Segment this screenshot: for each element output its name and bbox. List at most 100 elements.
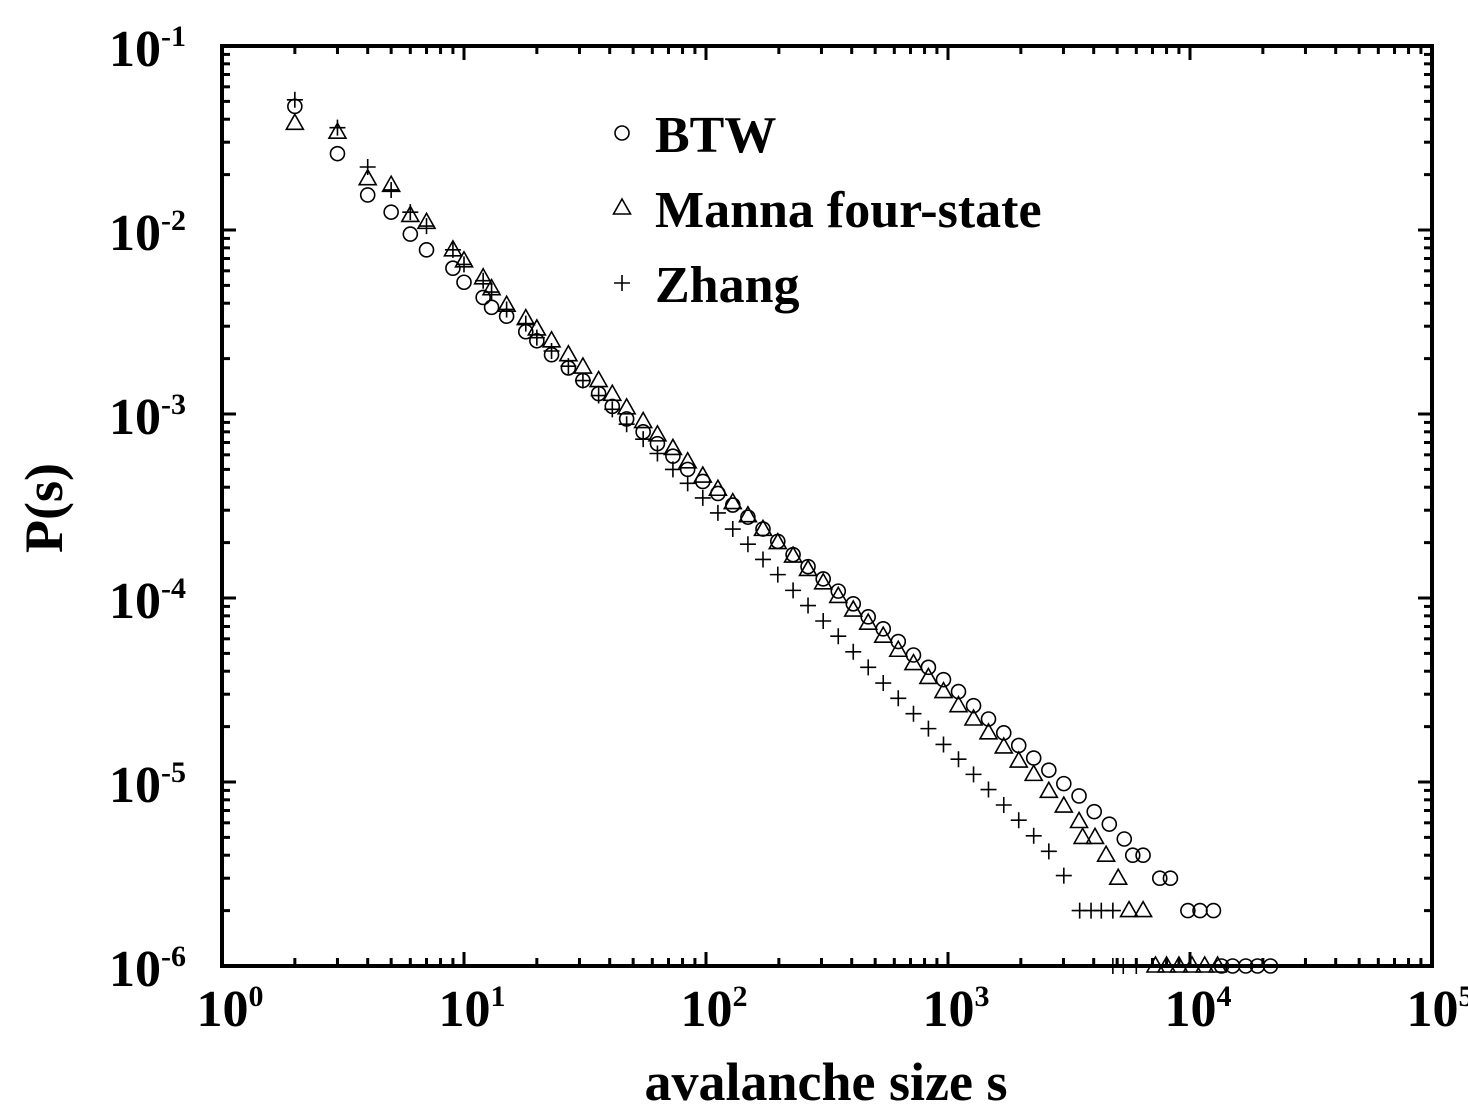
data-point-plus <box>498 301 515 318</box>
data-point-circle <box>980 711 997 727</box>
data-point-circle <box>950 683 967 700</box>
data-point-triangle <box>722 491 743 510</box>
legend-marker <box>614 275 630 291</box>
data-point-plus <box>456 256 472 273</box>
data-point-plus <box>754 551 771 568</box>
data-point-plus <box>875 675 892 692</box>
data-point-circle <box>1124 847 1141 864</box>
data-point-triangle <box>1119 899 1139 918</box>
data-point-triangle <box>1069 810 1089 829</box>
data-point-triangle <box>588 369 609 388</box>
data-point-plus <box>935 736 952 753</box>
legend-plus-icon <box>614 275 630 291</box>
data-point-triangle <box>602 383 623 402</box>
data-point-circle <box>1205 902 1222 919</box>
data-point-plus <box>329 119 346 136</box>
data-point-plus <box>739 536 756 553</box>
data-point-plus <box>769 566 786 583</box>
data-point-plus <box>905 705 922 722</box>
data-point-plus <box>418 218 435 235</box>
data-point-circle <box>1180 902 1196 919</box>
data-point-circle <box>740 509 756 525</box>
data-point-plus <box>383 181 400 198</box>
data-point-triangle <box>828 585 849 604</box>
data-point-plus <box>724 521 741 538</box>
y-tick-label: 10-6 <box>109 940 186 998</box>
data-point-circle <box>1151 870 1168 887</box>
data-point-circle <box>383 204 399 220</box>
data-point-circle <box>1056 775 1072 792</box>
data-point-plus <box>800 597 817 614</box>
data-point-triangle <box>918 666 939 685</box>
y-axis-title: P(s) <box>14 463 74 553</box>
legend-marker <box>614 125 630 141</box>
x-tick-label: 101 <box>439 980 506 1038</box>
x-tick-label: 100 <box>197 980 264 1038</box>
data-point-triangle <box>677 451 698 469</box>
data-point-plus <box>483 284 500 301</box>
data-point-plus <box>950 751 967 768</box>
data-point-circle <box>724 497 741 513</box>
data-point-triangle <box>767 531 788 550</box>
x-tick-label: 104 <box>1165 980 1232 1038</box>
data-point-plus <box>785 582 802 599</box>
data-point-triangle <box>708 478 728 497</box>
data-point-circle <box>445 260 461 276</box>
data-point-triangle <box>738 505 758 523</box>
data-point-plus <box>1104 902 1121 919</box>
data-point-triangle <box>1008 750 1029 768</box>
data-point-plus <box>890 690 907 707</box>
data-point-circle <box>815 571 832 587</box>
legend-label-manna: Manna four-state <box>655 182 1042 239</box>
data-point-plus <box>694 489 711 506</box>
legend-label-btw: BTW <box>655 107 776 164</box>
data-point-circle <box>965 697 982 714</box>
data-point-circle <box>1025 750 1042 766</box>
data-point-circle <box>418 242 435 258</box>
y-tick-label: 10-4 <box>109 572 186 630</box>
legend-item-zhang: Zhang <box>614 257 800 314</box>
legend-item-btw: BTW <box>614 107 776 164</box>
legend-item-manna: Manna four-state <box>612 182 1042 239</box>
y-tick-label: 10-5 <box>109 756 186 814</box>
y-tick-label: 10-1 <box>109 20 186 78</box>
data-point-circle <box>402 226 419 242</box>
data-point-circle <box>456 274 472 291</box>
data-point-plus <box>980 781 997 798</box>
data-point-circle <box>830 583 847 599</box>
data-point-circle <box>483 299 500 316</box>
data-point-triangle <box>1096 844 1116 863</box>
x-tick-label: 102 <box>681 980 748 1038</box>
data-point-plus <box>574 372 591 389</box>
y-tick-label: 10-3 <box>109 388 186 446</box>
data-point-plus <box>1010 812 1027 829</box>
data-point-circle <box>329 145 346 162</box>
data-point-circle <box>995 725 1012 741</box>
data-point-plus <box>543 342 560 359</box>
data-points <box>284 91 1279 974</box>
data-point-triangle <box>616 397 637 415</box>
data-point-circle <box>1101 816 1118 832</box>
data-point-triangle <box>753 518 773 537</box>
legend-marker <box>612 197 632 215</box>
data-point-plus <box>517 315 534 332</box>
data-point-plus <box>286 91 303 108</box>
data-point-plus <box>845 643 862 660</box>
data-point-triangle <box>1108 867 1129 886</box>
data-point-circle <box>1135 847 1151 864</box>
data-point-circle <box>475 289 491 306</box>
data-point-plus <box>860 659 877 676</box>
data-point-circle <box>1041 762 1057 778</box>
data-point-plus <box>359 158 376 175</box>
data-point-triangle <box>963 708 984 726</box>
data-point-triangle <box>903 652 924 671</box>
data-point-triangle <box>813 572 834 590</box>
data-point-plus <box>664 461 681 478</box>
data-point-triangle <box>843 599 864 617</box>
data-point-plus <box>590 387 607 404</box>
data-point-plus <box>965 766 982 783</box>
data-point-triangle <box>284 112 305 131</box>
data-point-plus <box>635 431 652 448</box>
data-point-circle <box>845 595 862 612</box>
